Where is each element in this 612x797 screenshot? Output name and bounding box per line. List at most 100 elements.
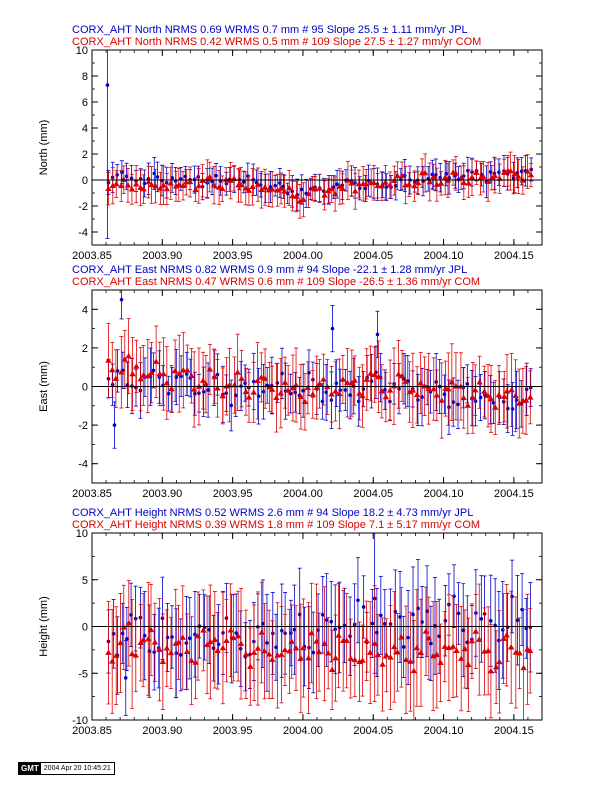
data-layer <box>105 533 534 720</box>
com-point <box>274 187 281 193</box>
com-point <box>300 644 307 651</box>
com-point <box>297 393 305 400</box>
com-point <box>128 186 136 192</box>
com-point <box>512 392 519 398</box>
com-point <box>316 380 323 387</box>
x-tick-label: 2003.85 <box>72 488 112 500</box>
com-point <box>452 383 460 389</box>
com-point <box>211 373 218 380</box>
com-point <box>465 661 472 668</box>
com-point <box>526 647 534 654</box>
jpl-point <box>370 621 375 626</box>
com-point <box>321 640 328 646</box>
com-point <box>186 178 194 185</box>
x-tick-label: 2004.05 <box>353 725 393 737</box>
com-point <box>171 367 179 374</box>
jpl-point <box>443 618 448 623</box>
com-point <box>469 394 477 401</box>
com-point <box>406 388 413 395</box>
com-point <box>120 176 127 182</box>
jpl-point <box>112 423 117 427</box>
com-point <box>495 391 503 398</box>
jpl-point <box>479 617 484 621</box>
jpl-point <box>211 646 216 650</box>
data-layer <box>105 290 534 449</box>
com-point <box>188 372 195 379</box>
data-layer <box>105 50 535 239</box>
com-point <box>227 627 234 633</box>
jpl-point <box>334 381 339 386</box>
com-point <box>152 182 159 189</box>
jpl-point <box>438 175 443 180</box>
com-point <box>237 640 245 646</box>
com-point <box>195 182 203 189</box>
panel-title-line: CORX_AHT East NRMS 0.47 WRMS 0.6 mm # 10… <box>72 276 480 288</box>
com-point <box>222 176 230 182</box>
com-point <box>331 190 339 197</box>
x-tick-label: 2004.05 <box>353 488 393 500</box>
com-point <box>516 400 523 406</box>
com-point <box>484 392 492 398</box>
jpl-point <box>261 389 266 394</box>
com-point <box>194 632 202 639</box>
plot-frame <box>91 49 543 246</box>
com-point <box>129 370 136 377</box>
com-point <box>524 168 531 174</box>
jpl-point <box>201 389 206 394</box>
com-point <box>468 637 476 644</box>
jpl-point <box>491 401 496 405</box>
com-point <box>157 185 164 191</box>
jpl-point <box>361 387 366 391</box>
com-point <box>367 370 374 376</box>
com-point <box>108 658 116 664</box>
com-point <box>492 663 500 670</box>
com-point <box>422 628 430 634</box>
jpl-point <box>338 388 342 392</box>
com-point <box>315 648 323 655</box>
com-point <box>278 651 285 657</box>
com-point <box>188 657 195 663</box>
x-tick-label: 2003.90 <box>142 488 182 500</box>
com-point <box>261 184 269 190</box>
com-point <box>355 180 363 187</box>
jpl-point <box>348 634 352 639</box>
com-point <box>382 179 389 185</box>
com-point <box>238 375 245 381</box>
com-point <box>160 370 167 377</box>
com-point <box>476 636 483 642</box>
com-point <box>269 186 276 192</box>
com-point <box>402 378 409 384</box>
com-point <box>117 639 124 646</box>
com-point <box>160 182 167 188</box>
com-point <box>332 388 339 394</box>
x-tick-label: 2004.00 <box>283 488 323 500</box>
x-tick-label: 2004.10 <box>424 250 464 262</box>
com-point <box>457 383 465 389</box>
com-point <box>304 384 312 391</box>
com-point <box>250 389 257 395</box>
jpl-point <box>299 187 304 192</box>
com-point <box>430 385 437 392</box>
com-point <box>214 385 221 391</box>
com-point <box>288 638 295 644</box>
com-point <box>118 369 125 375</box>
com-point <box>363 637 370 644</box>
jpl-point <box>343 388 348 392</box>
jpl-point <box>465 382 470 386</box>
com-point <box>183 648 191 654</box>
com-point <box>410 667 418 674</box>
panel-east: CORX_AHT East NRMS 0.82 WRMS 0.9 mm # 94… <box>38 264 543 500</box>
jpl-point <box>329 619 334 624</box>
com-point <box>421 383 428 389</box>
com-point <box>163 645 171 651</box>
y-tick-label: 5 <box>82 575 88 587</box>
com-point <box>247 663 254 669</box>
panel-title-line: CORX_AHT East NRMS 0.82 WRMS 0.9 mm # 94… <box>72 264 467 276</box>
com-point <box>503 632 510 638</box>
jpl-point <box>151 368 156 373</box>
com-point <box>148 181 155 188</box>
jpl-point <box>330 326 335 331</box>
jpl-point <box>416 398 420 402</box>
y-tick-label: 10 <box>76 45 88 57</box>
y-tick-label: 6 <box>82 97 88 109</box>
